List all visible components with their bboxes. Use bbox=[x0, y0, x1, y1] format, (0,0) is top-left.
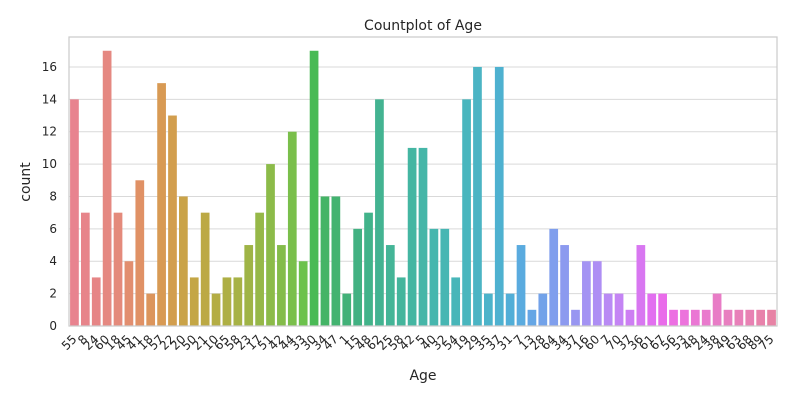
bar-age-51 bbox=[266, 164, 275, 326]
bar-age-13 bbox=[527, 309, 537, 326]
bar-age-48 bbox=[364, 212, 373, 326]
bar-age-24 bbox=[701, 309, 711, 326]
bar-age-62 bbox=[375, 99, 384, 326]
bar-age-53 bbox=[680, 309, 689, 326]
bar-age-64 bbox=[549, 228, 559, 326]
bar-age-42 bbox=[407, 147, 417, 326]
bar-age-20 bbox=[179, 196, 188, 326]
x-tick-labels: 5582460184541185722205021106558231751424… bbox=[59, 332, 777, 353]
bar-age-68 bbox=[745, 309, 755, 326]
bar-series bbox=[70, 50, 776, 327]
bar-age-75 bbox=[767, 309, 776, 326]
bar-age-31 bbox=[505, 293, 515, 326]
bar-age-57 bbox=[157, 83, 166, 327]
y-axis-title: count bbox=[18, 162, 34, 202]
x-axis-title: Age bbox=[409, 368, 436, 384]
bar-age-58 bbox=[396, 277, 406, 326]
bar-age-23 bbox=[244, 245, 254, 326]
bar-age-45 bbox=[124, 261, 134, 326]
bar-age-58 bbox=[233, 277, 243, 326]
bar-age-35 bbox=[483, 293, 493, 326]
bar-age-49 bbox=[723, 309, 733, 326]
bar-age-18 bbox=[146, 293, 156, 326]
y-tick-label: 12 bbox=[42, 125, 57, 139]
bar-age-15 bbox=[353, 228, 363, 326]
bar-age-61 bbox=[647, 293, 657, 326]
x-tick-label: 75 bbox=[756, 332, 777, 353]
bar-age-55 bbox=[70, 99, 79, 326]
bar-age-42 bbox=[277, 245, 286, 326]
y-tick-label: 2 bbox=[49, 287, 57, 301]
bar-age-8 bbox=[80, 212, 90, 326]
bar-age-18 bbox=[113, 212, 123, 326]
bar-age-33 bbox=[298, 261, 308, 326]
bar-age-5 bbox=[418, 147, 428, 326]
bar-age-60 bbox=[592, 261, 602, 326]
y-tick-label: 10 bbox=[42, 157, 57, 171]
bar-age-44 bbox=[287, 131, 297, 326]
y-tick-label: 4 bbox=[49, 254, 57, 268]
bar-age-1 bbox=[342, 293, 352, 326]
bar-age-50 bbox=[189, 277, 199, 326]
y-tick-label: 16 bbox=[42, 60, 57, 74]
y-tick-label: 0 bbox=[49, 319, 57, 333]
bar-age-29 bbox=[473, 66, 482, 326]
bar-age-7 bbox=[603, 293, 613, 326]
bar-age-63 bbox=[734, 309, 744, 326]
bar-age-7 bbox=[516, 245, 526, 326]
bar-age-40 bbox=[429, 228, 439, 326]
bar-age-47 bbox=[331, 196, 341, 326]
y-tick-labels: 0 2 4 6 8 10 12 14 16 bbox=[42, 60, 57, 333]
y-tick-label: 6 bbox=[49, 222, 57, 236]
bar-age-41 bbox=[135, 180, 145, 326]
bar-age-34 bbox=[560, 245, 569, 326]
bar-age-16 bbox=[582, 261, 591, 326]
bar-age-54 bbox=[451, 277, 461, 326]
y-tick-label: 14 bbox=[42, 92, 57, 106]
y-tick-label: 8 bbox=[49, 189, 57, 203]
bar-age-10 bbox=[211, 293, 221, 326]
chart-title: Countplot of Age bbox=[364, 18, 482, 34]
bar-age-19 bbox=[462, 99, 471, 326]
bar-age-89 bbox=[756, 309, 766, 326]
plot-frame bbox=[68, 36, 778, 327]
bar-age-37 bbox=[571, 309, 580, 326]
bar-age-37 bbox=[494, 66, 504, 326]
bar-age-67 bbox=[658, 293, 667, 326]
bar-age-32 bbox=[440, 228, 450, 326]
bar-age-65 bbox=[222, 277, 232, 326]
bar-age-38 bbox=[712, 293, 722, 326]
bar-age-30 bbox=[309, 50, 319, 327]
bar-age-17 bbox=[255, 212, 264, 326]
bar-age-48 bbox=[690, 309, 700, 326]
bar-age-36 bbox=[636, 245, 646, 326]
bar-age-60 bbox=[102, 50, 112, 327]
bar-age-34 bbox=[320, 196, 330, 326]
bar-age-21 bbox=[200, 212, 210, 326]
bar-age-70 bbox=[614, 293, 624, 326]
bar-age-28 bbox=[538, 293, 548, 326]
bar-age-37 bbox=[625, 309, 635, 326]
bar-age-22 bbox=[168, 115, 177, 327]
bar-age-56 bbox=[669, 309, 678, 326]
bar-age-24 bbox=[91, 277, 101, 326]
bar-age-25 bbox=[385, 245, 395, 326]
